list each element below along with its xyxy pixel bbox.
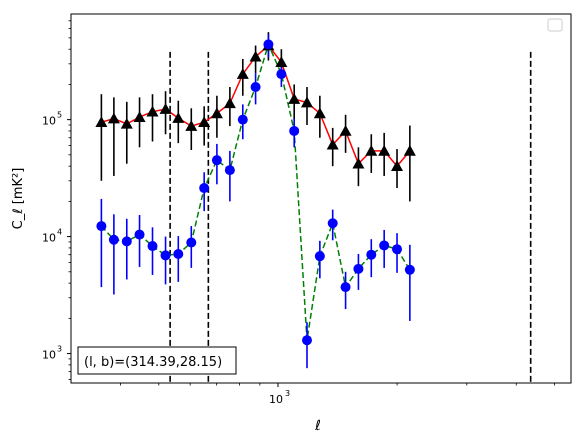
series-0-point-22 [378, 144, 391, 156]
series-0-point-11 [236, 68, 249, 79]
plot-area [95, 32, 532, 383]
series-0-point-17 [313, 107, 326, 119]
y-axis-label-group: C_ℓ [mK²] [11, 168, 26, 230]
series-1-point-24 [404, 264, 415, 275]
series-1-point-18 [327, 218, 338, 229]
series-0-point-1 [107, 112, 120, 124]
x-tick-label-0: 10 [269, 393, 283, 406]
series-0-point-19 [339, 124, 352, 136]
series-1-point-9 [211, 155, 222, 166]
series-0-point-5 [159, 103, 172, 114]
series-0-point-18 [326, 138, 339, 150]
x-axis-label: ℓ [314, 418, 321, 434]
series-1-point-0 [96, 221, 107, 232]
series-0-point-2 [120, 117, 133, 129]
series-1-point-13 [263, 39, 274, 50]
series-1-point-6 [173, 248, 184, 259]
series-0-point-16 [300, 96, 313, 108]
series-1-point-3 [134, 229, 145, 240]
series-0-point-9 [210, 107, 223, 119]
series-1-point-2 [121, 236, 132, 247]
series-0-point-4 [146, 105, 159, 117]
series-1-point-5 [160, 250, 171, 261]
series-1-point-10 [224, 165, 235, 176]
series-0-point-0 [95, 116, 108, 128]
series-0-point-10 [223, 97, 236, 109]
series-1-point-22 [379, 240, 390, 251]
series-0-point-6 [172, 112, 185, 123]
legend-box [547, 18, 563, 32]
annotation-frame [77, 346, 237, 375]
series-0-point-20 [352, 157, 365, 169]
data-markers [95, 39, 416, 346]
series-1-point-7 [186, 237, 197, 248]
series-0-point-8 [198, 116, 211, 128]
annotation-box: (l, b)=(314.39,28.15) [77, 346, 237, 375]
series-0-point-7 [185, 120, 198, 131]
annotation-text: (l, b)=(314.39,28.15) [84, 355, 222, 370]
series-1-point-1 [108, 234, 119, 245]
y-tick-exponent-2: 5 [57, 111, 62, 120]
series-0-point-14 [275, 56, 288, 67]
series-1-point-20 [353, 263, 364, 274]
y-tick-label-1: 10 [42, 232, 56, 245]
y-tick-label-2: 10 [42, 115, 56, 128]
series-1-point-4 [147, 241, 158, 252]
series-0-point-15 [288, 93, 301, 104]
series-1-point-17 [314, 251, 325, 262]
series-1-point-14 [276, 69, 287, 80]
series-0-point-21 [365, 144, 378, 156]
y-tick-exponent-1: 4 [57, 228, 62, 237]
y-tick-exponent-0: 3 [57, 345, 62, 354]
vertical-lines [169, 51, 532, 383]
y-axis-label: C_ℓ [mK²] [11, 168, 26, 230]
axes-frame [70, 13, 572, 384]
series-1-point-12 [250, 82, 261, 93]
series-0-point-24 [403, 144, 416, 156]
series-1-point-23 [392, 244, 403, 255]
series-1-point-8 [199, 183, 210, 194]
y-tick-label-0: 10 [42, 349, 56, 362]
series-0-point-23 [391, 160, 404, 171]
series-0-point-12 [249, 50, 262, 62]
series-1-point-19 [340, 282, 351, 293]
series-1-point-21 [366, 249, 377, 260]
x-tick-exponent-0: 3 [285, 389, 290, 398]
series-1-point-16 [301, 335, 312, 346]
series-1-point-11 [237, 114, 248, 125]
series-0-point-3 [133, 111, 146, 122]
series-1-point-15 [289, 125, 300, 136]
